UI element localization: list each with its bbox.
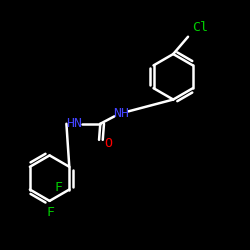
Text: NH: NH	[113, 108, 129, 120]
Text: HN: HN	[66, 117, 82, 130]
Text: F: F	[54, 180, 62, 194]
Text: O: O	[104, 137, 112, 150]
Text: F: F	[47, 206, 55, 218]
Text: Cl: Cl	[192, 21, 208, 34]
